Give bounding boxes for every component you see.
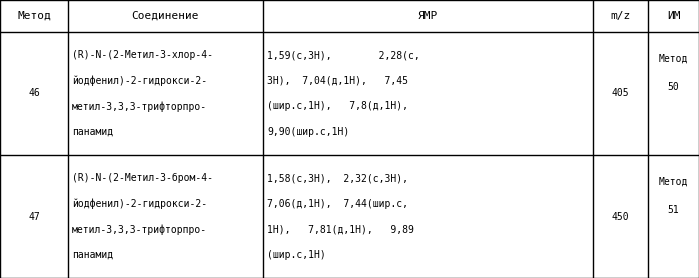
Text: метил-3,3,3-трифторпро-: метил-3,3,3-трифторпро- (72, 101, 207, 111)
Text: 50: 50 (668, 82, 679, 92)
Text: 1,59(с,3Н),        2,28(с,: 1,59(с,3Н), 2,28(с, (267, 50, 420, 60)
Text: 7,06(д,1Н),  7,44(шир.с,: 7,06(д,1Н), 7,44(шир.с, (267, 199, 408, 209)
Text: панамид: панамид (72, 250, 113, 260)
Text: (шир.с,1Н): (шир.с,1Н) (267, 250, 326, 260)
Text: ИМ: ИМ (667, 11, 680, 21)
Text: Метод: Метод (659, 177, 689, 187)
Text: метил-3,3,3-трифторпро-: метил-3,3,3-трифторпро- (72, 224, 207, 235)
Text: 405: 405 (612, 88, 629, 98)
Text: 1Н),   7,81(д,1Н),   9,89: 1Н), 7,81(д,1Н), 9,89 (267, 224, 414, 234)
Text: Соединение: Соединение (131, 11, 199, 21)
Text: 1,58(с,3Н),  2,32(с,3Н),: 1,58(с,3Н), 2,32(с,3Н), (267, 173, 408, 183)
Text: йодфенил)-2-гидрокси-2-: йодфенил)-2-гидрокси-2- (72, 75, 207, 86)
Text: ЯМР: ЯМР (418, 11, 438, 21)
Text: 9,90(шир.с,1Н): 9,90(шир.с,1Н) (267, 127, 350, 137)
Text: (R)-N-(2-Метил-3-хлор-4-: (R)-N-(2-Метил-3-хлор-4- (72, 50, 213, 60)
Text: (R)-N-(2-Метил-3-бром-4-: (R)-N-(2-Метил-3-бром-4- (72, 173, 213, 183)
Text: йодфенил)-2-гидрокси-2-: йодфенил)-2-гидрокси-2- (72, 198, 207, 209)
Text: (шир.с,1Н),   7,8(д,1Н),: (шир.с,1Н), 7,8(д,1Н), (267, 101, 408, 111)
Text: панамид: панамид (72, 127, 113, 137)
Text: 450: 450 (612, 212, 629, 222)
Text: Метод: Метод (659, 54, 689, 64)
Text: 3Н),  7,04(д,1Н),   7,45: 3Н), 7,04(д,1Н), 7,45 (267, 76, 408, 86)
Text: 47: 47 (28, 212, 40, 222)
Text: 46: 46 (28, 88, 40, 98)
Text: Метод: Метод (17, 11, 51, 21)
Text: 51: 51 (668, 205, 679, 215)
Text: m/z: m/z (610, 11, 630, 21)
